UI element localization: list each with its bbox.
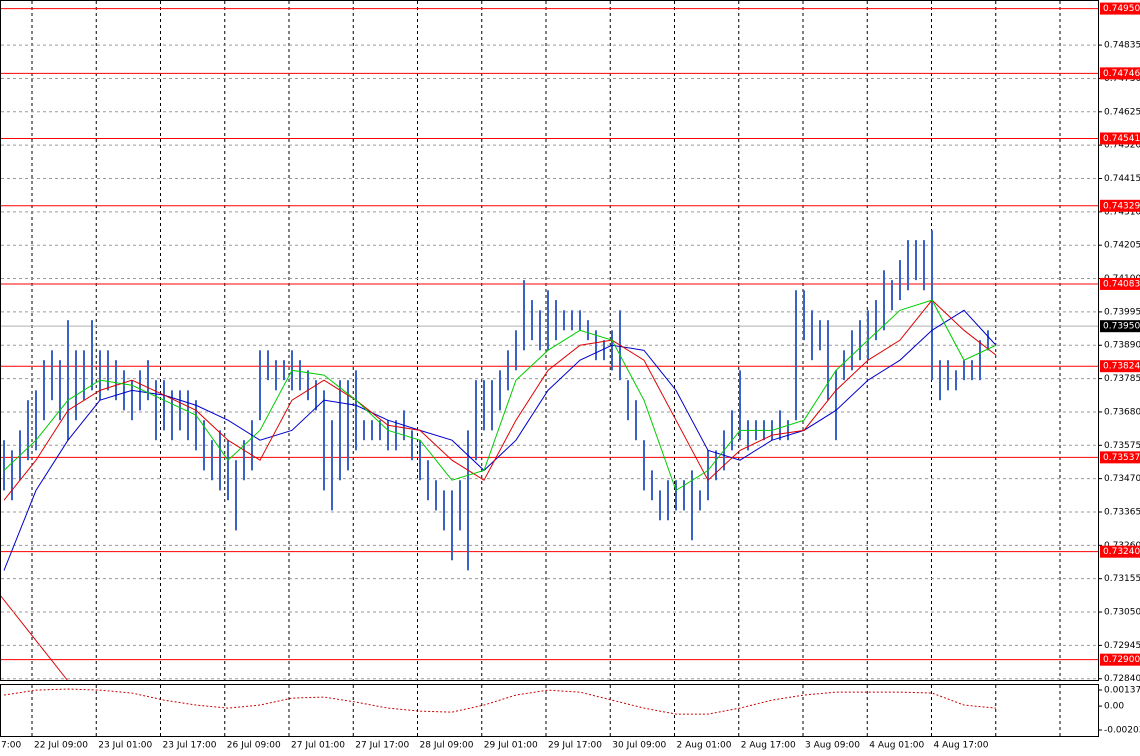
y-tick-label: -0.00203 (1104, 726, 1140, 736)
x-tick-label: 29 Jul 01:00 (484, 741, 538, 751)
y-tick-label: 0.74205 (1104, 241, 1140, 251)
level-label: 0.73240 (1103, 547, 1140, 557)
y-tick-label: 0.00 (1104, 702, 1124, 712)
level-label-box (1100, 67, 1140, 80)
x-tick-label: 7:00 (1, 741, 21, 751)
y-tick-label: 0.73995 (1104, 307, 1140, 317)
y-tick-label: 0.74835 (1104, 41, 1140, 51)
x-tick-label: 3 Aug 09:00 (805, 741, 860, 751)
x-tick-label: 29 Jul 17:00 (548, 741, 602, 751)
level-label-box (1100, 132, 1140, 145)
moving-average (3, 299, 997, 501)
main-plot-frame (0, 0, 1099, 681)
y-tick-label: 0.73050 (1104, 608, 1140, 618)
y-tick-label: 0.74415 (1104, 174, 1140, 184)
x-tick-label: 27 Jul 01:00 (291, 741, 345, 751)
y-tick-label: 0.00137 (1104, 686, 1140, 696)
x-tick-label: 22 Jul 09:00 (34, 741, 88, 751)
x-tick-label: 23 Jul 01:00 (98, 741, 152, 751)
x-tick-label: 30 Jul 09:00 (612, 741, 666, 751)
current-price-box (1100, 320, 1140, 333)
level-label-box (1100, 360, 1140, 373)
level-label: 0.74329 (1103, 201, 1140, 211)
y-tick-label: 0.74625 (1104, 107, 1140, 117)
y-tick-label: 0.74310 (1104, 207, 1140, 217)
level-label: 0.74541 (1103, 134, 1140, 144)
x-tick-label: 4 Aug 17:00 (934, 741, 989, 751)
level-label: 0.73824 (1103, 362, 1140, 372)
indicator-line (3, 688, 997, 715)
level-label: 0.73537 (1103, 453, 1140, 463)
y-tick-label: 0.72945 (1104, 641, 1140, 651)
y-tick-label: 0.73890 (1104, 341, 1140, 351)
y-tick-label: 0.73155 (1104, 574, 1140, 584)
x-tick-label: 23 Jul 17:00 (163, 741, 217, 751)
y-tick-label: 0.72840 (1104, 674, 1140, 684)
x-tick-label: 27 Jul 17:00 (355, 741, 409, 751)
y-tick-label: 0.73575 (1104, 441, 1140, 451)
x-tick-label: 28 Jul 09:00 (420, 741, 474, 751)
level-label: 0.74746 (1103, 69, 1140, 79)
level-label: 0.72900 (1103, 655, 1140, 665)
level-label-box (1100, 545, 1140, 558)
level-label-box (1100, 451, 1140, 464)
moving-average (3, 309, 997, 571)
x-tick-label: 26 Jul 09:00 (227, 741, 281, 751)
level-label-box (1100, 277, 1140, 290)
y-tick-label: 0.73785 (1104, 374, 1140, 384)
level-label-box (1100, 2, 1140, 15)
x-tick-label: 2 Aug 01:00 (677, 741, 732, 751)
level-label-box (1100, 653, 1140, 666)
trend-line (0, 594, 69, 682)
level-label-box (1100, 199, 1140, 212)
y-tick-label: 0.73470 (1104, 474, 1140, 484)
level-label: 0.74950 (1103, 4, 1140, 14)
level-label: 0.74083 (1103, 279, 1140, 289)
x-tick-label: 4 Aug 01:00 (869, 741, 924, 751)
indicator-frame (0, 684, 1099, 737)
x-tick-label: 2 Aug 17:00 (741, 741, 796, 751)
y-tick-label: 0.73680 (1104, 407, 1140, 417)
y-tick-label: 0.74520 (1104, 141, 1140, 151)
moving-average (3, 299, 997, 492)
y-tick-label: 0.73365 (1104, 507, 1140, 517)
current-price-label: 0.73950 (1103, 322, 1140, 332)
